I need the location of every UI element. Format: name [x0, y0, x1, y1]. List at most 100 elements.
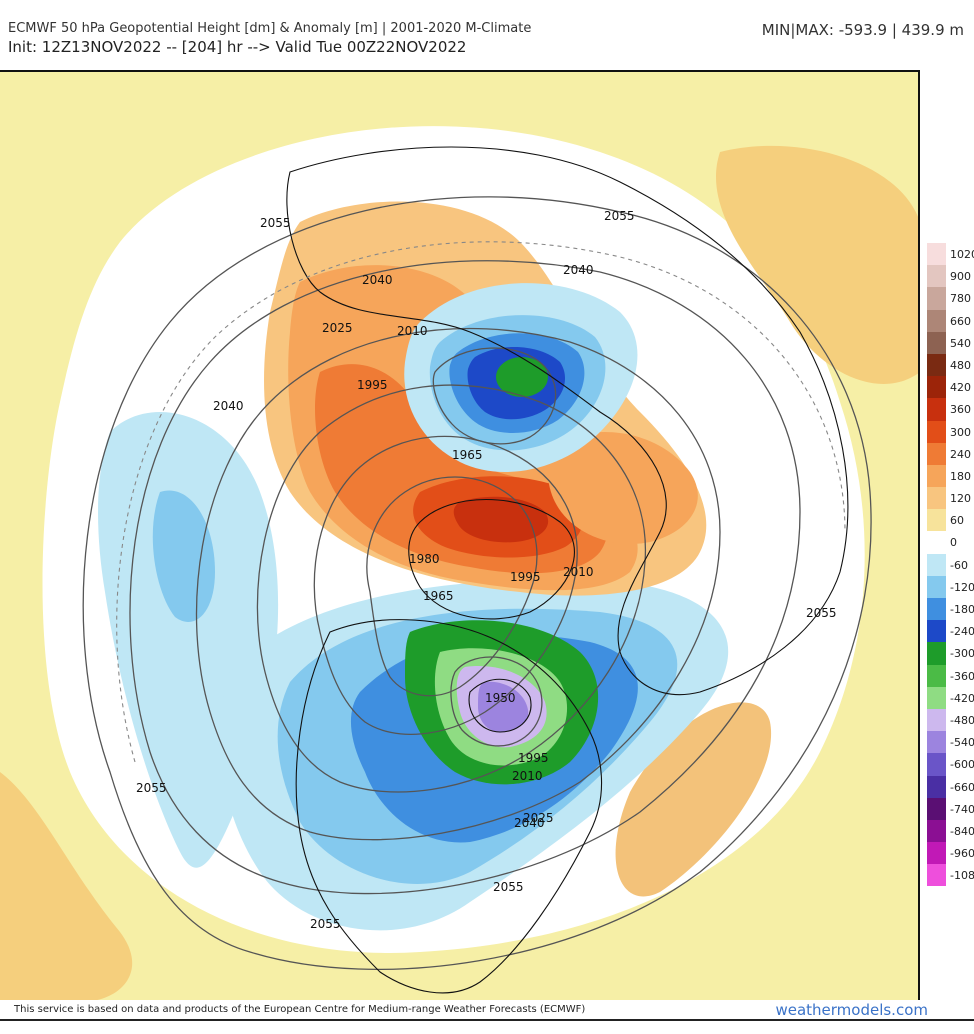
bottom-divider	[0, 1019, 974, 1021]
contour-label: 1995	[357, 378, 388, 392]
warm-region-ne	[716, 145, 918, 384]
contour-label: 2010	[397, 324, 428, 338]
colorbar-label: 780	[950, 292, 971, 306]
colorbar-swatch	[927, 265, 946, 288]
colorbar-swatch	[927, 353, 946, 377]
coastlines	[116, 146, 849, 994]
colorbar-label: 660	[950, 314, 971, 328]
trough-minimum	[478, 681, 529, 732]
colorbar-step: 60	[927, 509, 974, 532]
warm-region-se	[615, 702, 772, 897]
colorbar-step: -480	[927, 708, 974, 732]
colorbar-label: 360	[950, 403, 971, 417]
colorbar-swatch	[927, 664, 946, 687]
footer-attribution: This service is based on data and produc…	[14, 1004, 586, 1015]
colorbar-step: -300	[927, 642, 974, 665]
colorbar-step: 420	[927, 376, 974, 399]
colorbar-step: -360	[927, 664, 974, 687]
warm-region-sw	[0, 772, 133, 1000]
header-title: ECMWF 50 hPa Geopotential Height [dm] & …	[8, 21, 532, 36]
colorbar-swatch	[927, 775, 946, 798]
colorbar-swatch	[927, 420, 946, 443]
colorbar-swatch	[927, 686, 946, 709]
contour-label: 1995	[510, 570, 541, 584]
colorbar-step: -60	[927, 553, 974, 576]
contour-label: 2040	[514, 816, 545, 830]
colorbar-swatch	[927, 376, 946, 399]
colorbar-step: 660	[927, 309, 974, 332]
colorbar-swatch	[927, 731, 946, 754]
colorbar-step: -960	[927, 842, 974, 865]
eurasia-coast	[286, 146, 849, 696]
colorbar-step: -740	[927, 797, 974, 820]
contour-label: 2040	[362, 273, 393, 287]
contour-label: 1965	[452, 448, 483, 462]
colorbar-label: 300	[950, 425, 971, 439]
colorbar-label: 0	[950, 536, 957, 550]
colorbar-step: 360	[927, 398, 974, 421]
colorbar-label: 420	[950, 381, 971, 395]
contour-label: 2025	[523, 811, 554, 825]
colorbar-swatch	[927, 575, 946, 598]
colorbar-step: 300	[927, 420, 974, 443]
contour-label: 2055	[604, 209, 635, 223]
colorbar-label: -240	[950, 625, 974, 639]
contour-label: 1965	[423, 589, 454, 603]
colorbar-swatch	[927, 797, 946, 820]
colorbar-step: 180	[927, 464, 974, 488]
contour-label: 2025	[322, 321, 353, 335]
colorbar-step: -540	[927, 731, 974, 754]
map-svg: 2055 2055 2040 2040 2025 2010 2040 1995 …	[0, 72, 918, 1000]
colorbar-label: 480	[950, 358, 971, 372]
colorbar-label: -600	[950, 758, 974, 772]
colorbar-label: -1080	[950, 869, 974, 883]
colorbar-label: -420	[950, 691, 974, 705]
colorbar-swatch	[927, 487, 946, 510]
colorbar-swatch	[927, 398, 946, 421]
colorbar-step: 540	[927, 331, 974, 354]
colorbar-swatch	[927, 287, 946, 310]
map-panel: 2055 2055 2040 2040 2025 2010 2040 1995 …	[0, 70, 920, 1000]
colorbar-swatch	[927, 598, 946, 621]
colorbar-step: -840	[927, 819, 974, 843]
contour-label: 2055	[260, 216, 291, 230]
contour-label: 1980	[409, 552, 440, 566]
colorbar-label: -840	[950, 824, 974, 838]
contour-label: 1995	[518, 751, 549, 765]
colorbar-step: -180	[927, 598, 974, 621]
colorbar-swatch	[927, 509, 946, 532]
negative-anomaly-pacific-core	[152, 490, 215, 622]
vortex-core	[496, 357, 548, 397]
colorbar-label: -120	[950, 580, 974, 594]
colorbar-swatch	[927, 331, 946, 354]
colorbar-label: -480	[950, 713, 974, 727]
colorbar-label: 120	[950, 492, 971, 506]
north-america-coast	[295, 619, 603, 994]
contour-label: 2055	[136, 781, 167, 795]
colorbar-label: -960	[950, 847, 974, 861]
brand-link[interactable]: weathermodels.com	[775, 1001, 928, 1019]
colorbar-label: 540	[950, 336, 971, 350]
greenland-coast	[408, 499, 575, 620]
colorbar-label: -180	[950, 603, 974, 616]
colorbar-step: -420	[927, 686, 974, 709]
colorbar-label: 240	[950, 447, 971, 461]
contour-label: 2010	[512, 769, 543, 783]
contour-labels: 2055 2055 2040 2040 2025 2010 2040 1995 …	[136, 209, 837, 931]
colorbar-swatch	[927, 819, 946, 843]
colorbar-label: 60	[950, 514, 964, 528]
colorbar-label: 900	[950, 270, 971, 284]
colorbar-label: -660	[950, 780, 974, 794]
latitude-circle	[116, 241, 846, 763]
colorbar-label: -360	[950, 669, 974, 683]
colorbar-label: -540	[950, 736, 974, 750]
header-init-time: Init: 12Z13NOV2022 -- [204] hr --> Valid…	[8, 38, 467, 56]
colorbar-swatch	[927, 243, 946, 266]
colorbar-step: 480	[927, 353, 974, 377]
contour-label: 1950	[485, 691, 516, 705]
colorbar-step: 780	[927, 287, 974, 310]
ridge-asia	[548, 432, 698, 544]
